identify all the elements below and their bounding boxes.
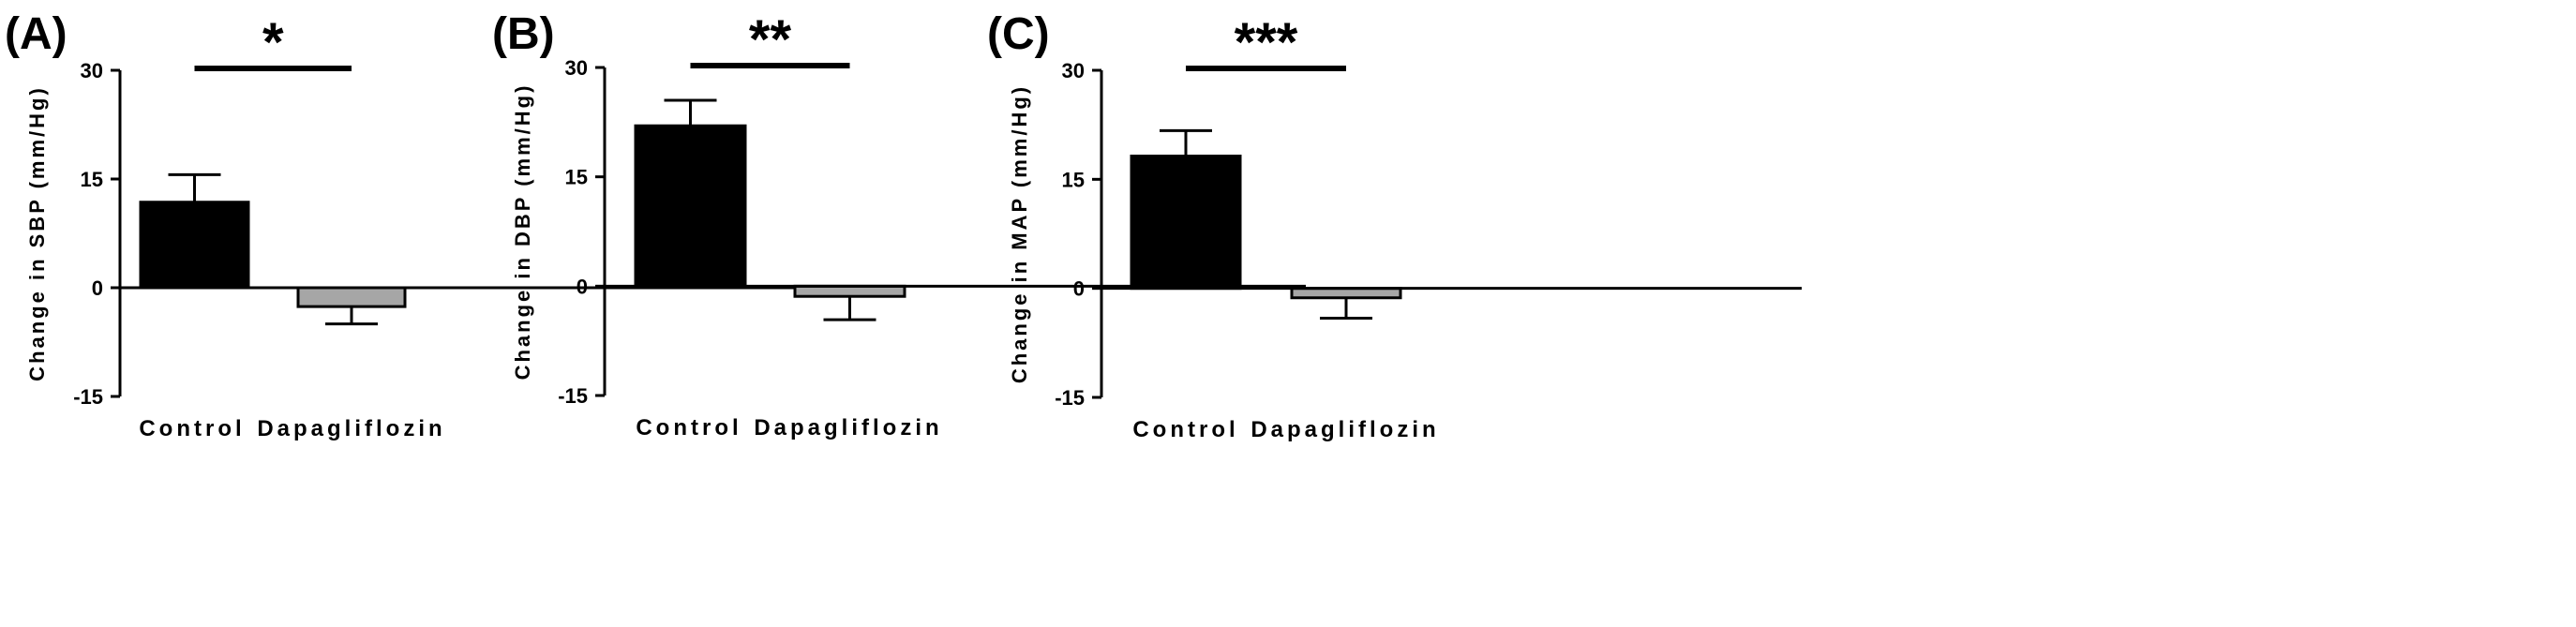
- y-tick-label: -15: [73, 385, 103, 409]
- y-tick-label: 15: [81, 168, 103, 191]
- y-tick-label: 30: [81, 59, 103, 82]
- panel-letter: (A): [5, 9, 67, 59]
- category-label: Dapagliflozin: [257, 416, 445, 441]
- category-label: Control: [1132, 417, 1238, 442]
- bar: [793, 284, 906, 298]
- bar: [296, 286, 407, 308]
- bar: [1290, 287, 1402, 300]
- y-tick-label: -15: [1055, 386, 1085, 410]
- bar: [634, 124, 747, 288]
- y-axis-label: Change in SBP (mm/Hg): [25, 85, 49, 381]
- y-tick-label: 0: [92, 276, 103, 300]
- y-tick-label: 30: [1062, 59, 1085, 82]
- bar: [1130, 155, 1242, 291]
- y-tick-label: 0: [577, 275, 588, 298]
- category-label: Control: [139, 416, 245, 441]
- significance-label: **: [749, 9, 792, 70]
- significance-label: *: [262, 12, 284, 73]
- panel-letter: (B): [492, 9, 555, 59]
- y-axis-label: Change in MAP (mm/Hg): [1008, 84, 1031, 383]
- category-label: Control: [636, 415, 741, 440]
- category-label: Dapagliflozin: [754, 415, 942, 440]
- panel-letter: (C): [987, 9, 1050, 59]
- bar: [139, 201, 250, 290]
- y-tick-label: 15: [1062, 168, 1085, 191]
- y-axis-label: Change in DBP (mm/Hg): [511, 83, 534, 381]
- y-tick-label: 30: [565, 56, 588, 80]
- category-label: Dapagliflozin: [1251, 417, 1439, 442]
- y-tick-label: 0: [1073, 277, 1085, 301]
- y-tick-label: -15: [558, 384, 588, 408]
- y-tick-label: 15: [565, 166, 588, 189]
- significance-label: ***: [1235, 12, 1298, 73]
